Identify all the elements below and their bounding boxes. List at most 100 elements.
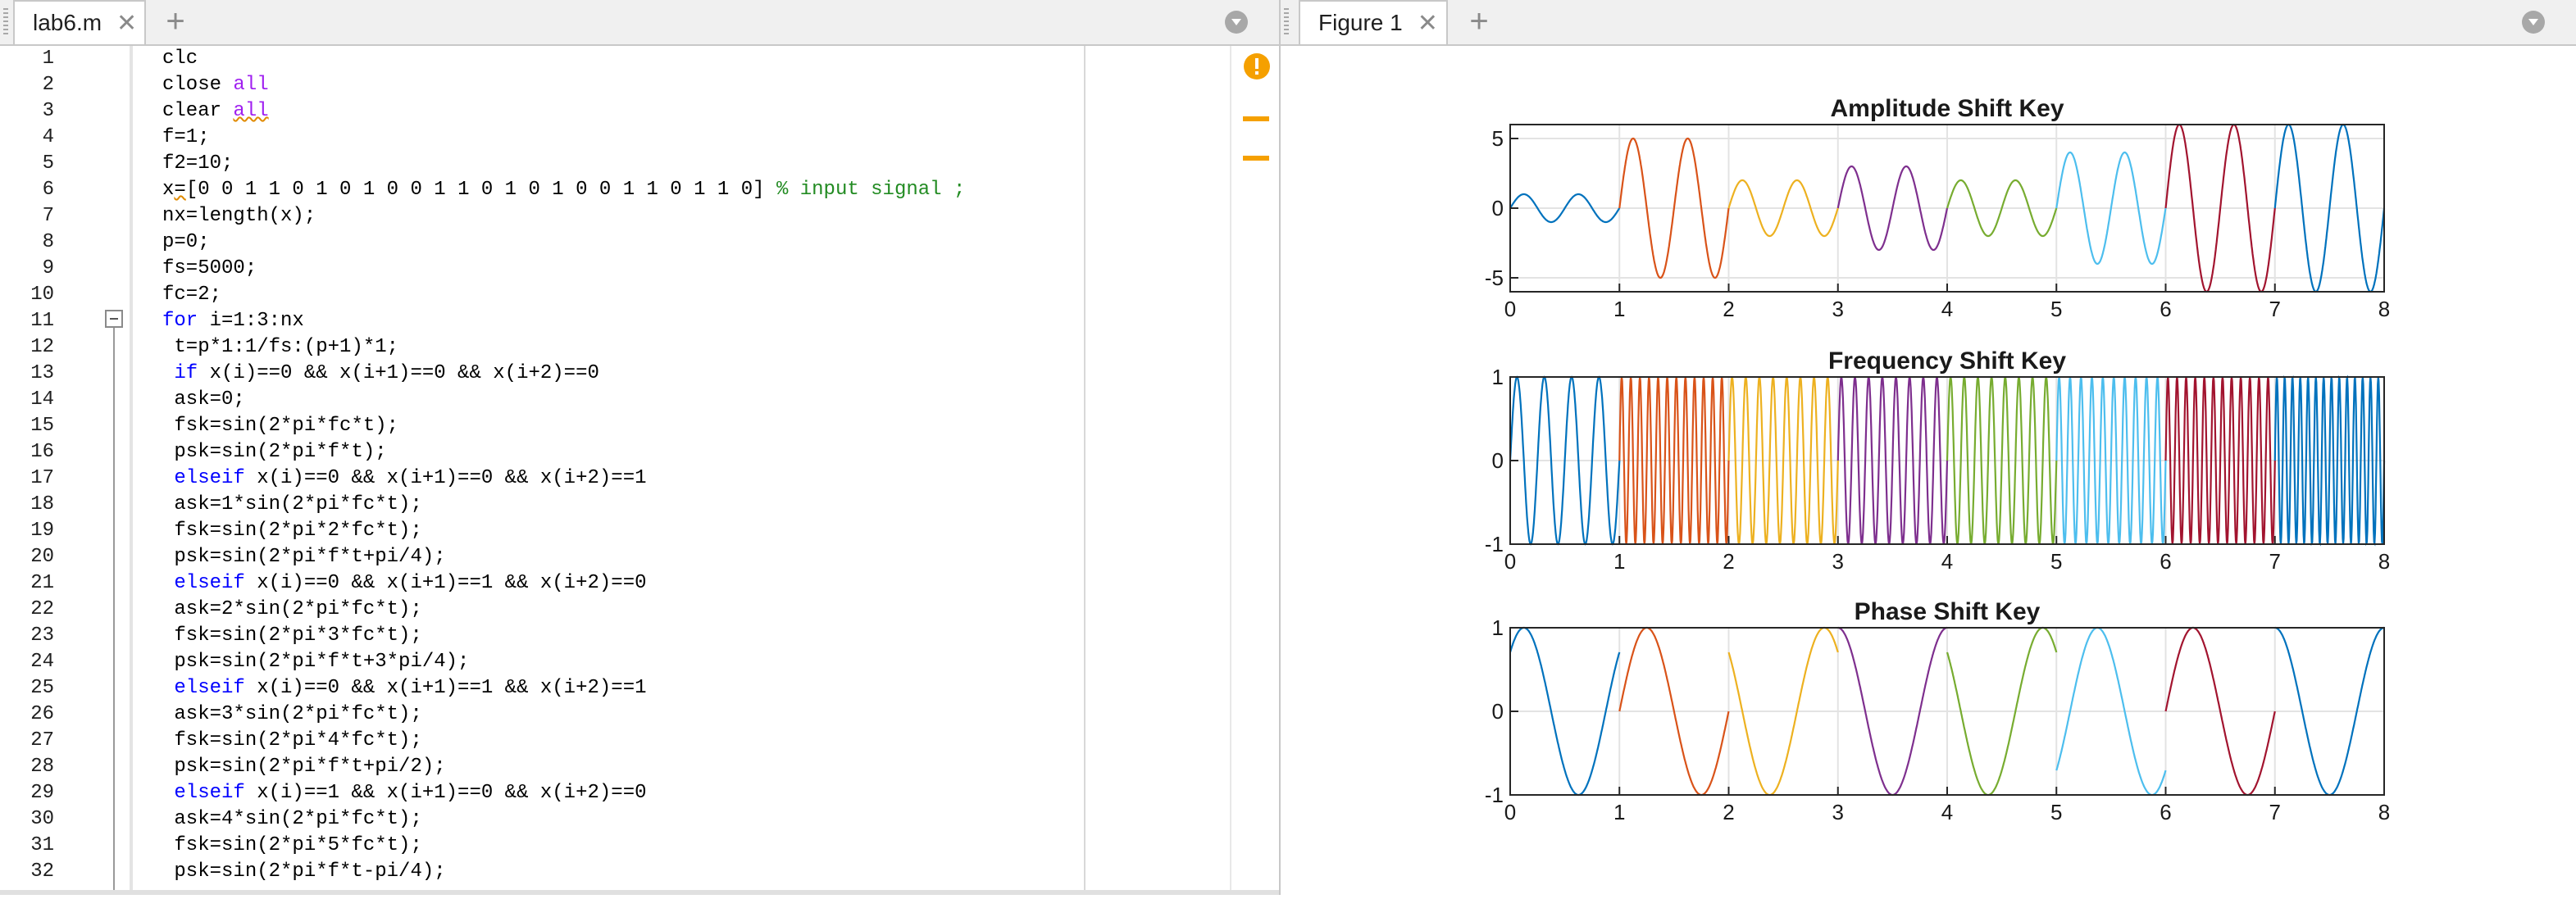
editor-tab-bar: lab6.m ✕ + (0, 0, 1279, 46)
code-line[interactable]: 10 fc=2; (0, 282, 1082, 308)
code-line[interactable]: 29 elseif x(i)==1 && x(i+1)==0 && x(i+2)… (0, 780, 1082, 806)
chevron-down-icon[interactable] (2522, 11, 2545, 34)
code-line[interactable]: 32 psk=sin(2*pi*f*t-pi/4); (0, 859, 1082, 885)
code-line[interactable]: 5 f2=10; (0, 151, 1082, 177)
keyword-token: for (162, 310, 210, 332)
add-tab-icon[interactable]: + (166, 3, 185, 39)
code-line[interactable]: 25 elseif x(i)==0 && x(i+1)==1 && x(i+2)… (0, 675, 1082, 701)
collapse-icon[interactable] (105, 310, 123, 328)
line-number: 16 (30, 441, 54, 463)
code-line[interactable]: 16 psk=sin(2*pi*f*t); (0, 439, 1082, 465)
code-line[interactable]: 12 t=p*1:1/fs:(p+1)*1; (0, 334, 1082, 361)
series-2-line (1618, 626, 1730, 797)
code-line[interactable]: 28 psk=sin(2*pi*f*t+pi/2); (0, 754, 1082, 780)
add-tab-icon[interactable]: + (1469, 3, 1489, 39)
code-text: p=0; (162, 229, 210, 256)
code-token: ask=3*sin(2*pi*fc*t); (162, 703, 422, 725)
code-token: psk=sin(2*pi*f*t+pi/2); (162, 756, 446, 778)
x-tick-label: 4 (1941, 297, 1953, 321)
keyword-token: if (162, 362, 210, 384)
keyword-token: elseif (162, 572, 257, 594)
x-tick-label: 2 (1723, 297, 1734, 321)
code-line[interactable]: 7 nx=length(x); (0, 203, 1082, 229)
code-token: fs=5000; (162, 257, 257, 279)
warning-marker[interactable] (1243, 116, 1269, 121)
code-text: fs=5000; (162, 256, 257, 282)
code-line[interactable]: 13 if x(i)==0 && x(i+1)==0 && x(i+2)==0 (0, 361, 1082, 387)
code-line[interactable]: 26 ask=3*sin(2*pi*fc*t); (0, 701, 1082, 728)
line-number: 12 (30, 336, 54, 358)
series-6-line (2055, 626, 2167, 797)
editor-tab-lab6[interactable]: lab6.m ✕ (13, 0, 146, 44)
code-text: elseif x(i)==0 && x(i+1)==1 && x(i+2)==1 (162, 675, 646, 701)
horizontal-scrollbar[interactable] (0, 890, 1279, 895)
code-line[interactable]: 30 ask=4*sin(2*pi*fc*t); (0, 806, 1082, 833)
code-line[interactable]: 27 fsk=sin(2*pi*4*fc*t); (0, 728, 1082, 754)
code-text: fsk=sin(2*pi*fc*t); (162, 413, 398, 439)
x-tick-label: 1 (1613, 549, 1625, 574)
code-line[interactable]: 19 fsk=sin(2*pi*2*fc*t); (0, 518, 1082, 544)
code-token: psk=sin(2*pi*f*t+3*pi/4); (162, 651, 470, 673)
warning-marker[interactable] (1243, 156, 1269, 161)
code-line[interactable]: 17 elseif x(i)==0 && x(i+1)==0 && x(i+2)… (0, 465, 1082, 492)
code-line[interactable]: 22 ask=2*sin(2*pi*fc*t); (0, 597, 1082, 623)
warning-icon[interactable] (1243, 52, 1271, 80)
code-token: x(i)==0 && x(i+1)==1 && x(i+2)==0 (257, 572, 647, 594)
code-line[interactable]: 31 fsk=sin(2*pi*5*fc*t); (0, 833, 1082, 859)
x-tick-label: 2 (1723, 549, 1734, 574)
code-line[interactable]: 9 fs=5000; (0, 256, 1082, 282)
y-tick-label: 0 (1492, 448, 1504, 473)
code-line[interactable]: 8 p=0; (0, 229, 1082, 256)
line-number-gutter (0, 46, 131, 895)
code-line[interactable]: 6 x=[0 0 1 1 0 1 0 1 0 0 1 1 0 1 0 1 0 0 … (0, 177, 1082, 203)
y-tick-label: -1 (1485, 532, 1504, 556)
code-line[interactable]: 18 ask=1*sin(2*pi*fc*t); (0, 492, 1082, 518)
code-text: x=[0 0 1 1 0 1 0 1 0 0 1 1 0 1 0 1 0 0 1… (162, 177, 965, 203)
code-line[interactable]: 15 fsk=sin(2*pi*fc*t); (0, 413, 1082, 439)
figure-canvas: 0 1 2 3 4 5 6 7 8 5 0 -5 Amplitude Shift Key 0 1 2 3 4 5 6 7… (1281, 46, 2576, 895)
code-analyzer-bar[interactable] (1230, 46, 1279, 895)
code-line[interactable]: 21 elseif x(i)==0 && x(i+1)==1 && x(i+2)… (0, 570, 1082, 597)
line-number: 1 (42, 48, 54, 70)
figure-tab-label: Figure 1 (1318, 10, 1403, 35)
line-number: 18 (30, 493, 54, 515)
code-text: elseif x(i)==0 && x(i+1)==1 && x(i+2)==0 (162, 570, 647, 597)
line-number: 5 (42, 152, 54, 175)
line-number: 27 (30, 729, 54, 751)
code-line[interactable]: 2 close all (0, 72, 1082, 98)
code-line[interactable]: 24 psk=sin(2*pi*f*t+3*pi/4); (0, 649, 1082, 675)
close-icon[interactable]: ✕ (1417, 9, 1438, 37)
code-text: elseif x(i)==0 && x(i+1)==0 && x(i+2)==1 (162, 465, 646, 492)
code-line[interactable]: 23 fsk=sin(2*pi*3*fc*t); (0, 623, 1082, 649)
code-line[interactable]: 1 clc (0, 46, 1082, 72)
code-line[interactable]: 20 psk=sin(2*pi*f*t+pi/4); (0, 544, 1082, 570)
code-line[interactable]: 14 ask=0; (0, 387, 1082, 413)
code-text: fsk=sin(2*pi*3*fc*t); (162, 623, 421, 649)
line-number: 23 (30, 624, 54, 647)
chevron-down-icon[interactable] (1225, 11, 1248, 34)
code-line[interactable]: 3 clear all (0, 98, 1082, 125)
figure-tab-1[interactable]: Figure 1 ✕ (1299, 0, 1448, 44)
code-token: t=p*1:1/fs:(p+1)*1; (162, 336, 399, 358)
keyword-token: elseif (162, 467, 257, 489)
series-3-line (1727, 626, 1839, 797)
figure-tab-bar: Figure 1 ✕ + (1281, 0, 2576, 46)
drag-handle[interactable] (3, 8, 8, 36)
drag-handle[interactable] (1284, 8, 1289, 36)
series-8-line (2273, 123, 2386, 293)
gutter-divider (130, 46, 133, 895)
code-token: x(i)==1 && x(i+1)==0 && x(i+2)==0 (257, 782, 647, 804)
close-icon[interactable]: ✕ (116, 9, 138, 37)
code-line[interactable]: 11 for i=1:3:nx (0, 308, 1082, 334)
series-8-line (2273, 375, 2386, 547)
line-number: 4 (42, 126, 54, 148)
code-text: clear all (162, 98, 269, 125)
code-editor[interactable]: 1 clc 2 close all 3 clear all 4 f=1; 5 f2=10; 6 x=[… (0, 46, 1082, 885)
x-tick-label: 5 (2050, 800, 2062, 824)
x-tick-label: 4 (1941, 549, 1953, 574)
code-text: psk=sin(2*pi*f*t+pi/2); (162, 754, 446, 780)
code-line[interactable]: 4 f=1; (0, 125, 1082, 151)
x-tick-label: 5 (2050, 297, 2062, 321)
line-number: 26 (30, 703, 54, 725)
